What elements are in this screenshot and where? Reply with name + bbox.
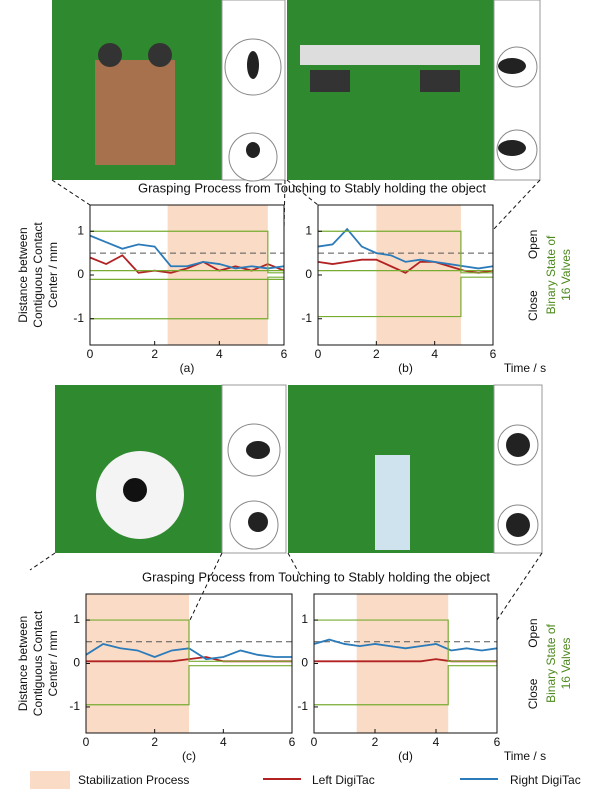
x-tick-label: 0	[315, 347, 322, 361]
x-tick-label: 0	[311, 735, 318, 749]
x-tick-label: 6	[490, 347, 497, 361]
y2-state-label: Open	[526, 230, 540, 259]
stabilization-span	[376, 205, 461, 345]
y2-state-label: Close	[526, 678, 540, 709]
panel-label: (c)	[182, 749, 196, 763]
y-tick-label: 1	[77, 223, 84, 237]
figure: Grasping Process from Touching to Stably…	[0, 0, 604, 794]
stabilization-span	[86, 594, 189, 733]
y-tick-label: 1	[73, 612, 80, 626]
x-axis-label: Time / s	[504, 749, 546, 763]
x-tick-label: 4	[220, 735, 227, 749]
y-tick-label: -1	[69, 699, 80, 713]
x-tick-label: 6	[289, 735, 296, 749]
y-axis-label: Center / mm	[46, 630, 60, 696]
legend-label: Left DigiTac	[312, 773, 375, 787]
legend-swatch	[30, 771, 70, 789]
panel-label: (b)	[398, 361, 413, 375]
stabilization-span	[357, 594, 449, 733]
caption: Grasping Process from Touching to Stably…	[138, 180, 486, 195]
y-axis-label: Distance between	[16, 616, 30, 711]
x-tick-label: 4	[433, 735, 440, 749]
y-axis-label: Contiguous Contact	[31, 222, 45, 328]
y-tick-label: -1	[73, 311, 84, 325]
y2-axis-label: 16 Valves	[559, 638, 573, 690]
y-tick-label: 1	[305, 223, 312, 237]
x-tick-label: 4	[431, 347, 438, 361]
y2-state-label: Close	[526, 290, 540, 321]
x-tick-label: 2	[151, 735, 158, 749]
y2-axis-label: Binary State of	[544, 623, 558, 702]
panel-label: (d)	[398, 749, 413, 763]
y2-axis-label: Binary State of	[544, 235, 558, 314]
y-tick-label: 0	[305, 267, 312, 281]
y-axis-label: Contiguous Contact	[31, 610, 45, 716]
x-axis-label: Time / s	[504, 361, 546, 375]
y2-axis-label: 16 Valves	[559, 249, 573, 301]
caption: Grasping Process from Touching to Stably…	[142, 569, 490, 584]
panel-label: (a)	[180, 361, 195, 375]
y2-state-label: Open	[526, 618, 540, 647]
photo-ball	[55, 385, 286, 553]
legend-label: Right DigiTac	[510, 773, 581, 787]
x-tick-label: 0	[83, 735, 90, 749]
x-tick-label: 2	[372, 735, 379, 749]
stabilization-span	[168, 205, 268, 345]
photo-bag	[52, 0, 285, 181]
y-tick-label: 0	[73, 656, 80, 670]
y-tick-label: -1	[297, 699, 308, 713]
legend-label: Stabilization Process	[78, 773, 189, 787]
photo-plate	[287, 0, 540, 180]
x-tick-label: 0	[87, 347, 94, 361]
x-tick-label: 6	[494, 735, 501, 749]
x-tick-label: 2	[373, 347, 380, 361]
y-tick-label: 0	[77, 267, 84, 281]
y-tick-label: 0	[301, 656, 308, 670]
y-tick-label: -1	[301, 311, 312, 325]
x-tick-label: 2	[151, 347, 158, 361]
y-axis-label: Distance between	[16, 227, 30, 322]
photo-bottle	[288, 385, 542, 553]
y-tick-label: 1	[301, 612, 308, 626]
x-tick-label: 4	[216, 347, 223, 361]
x-tick-label: 6	[281, 347, 288, 361]
y-axis-label: Center / mm	[46, 242, 60, 308]
